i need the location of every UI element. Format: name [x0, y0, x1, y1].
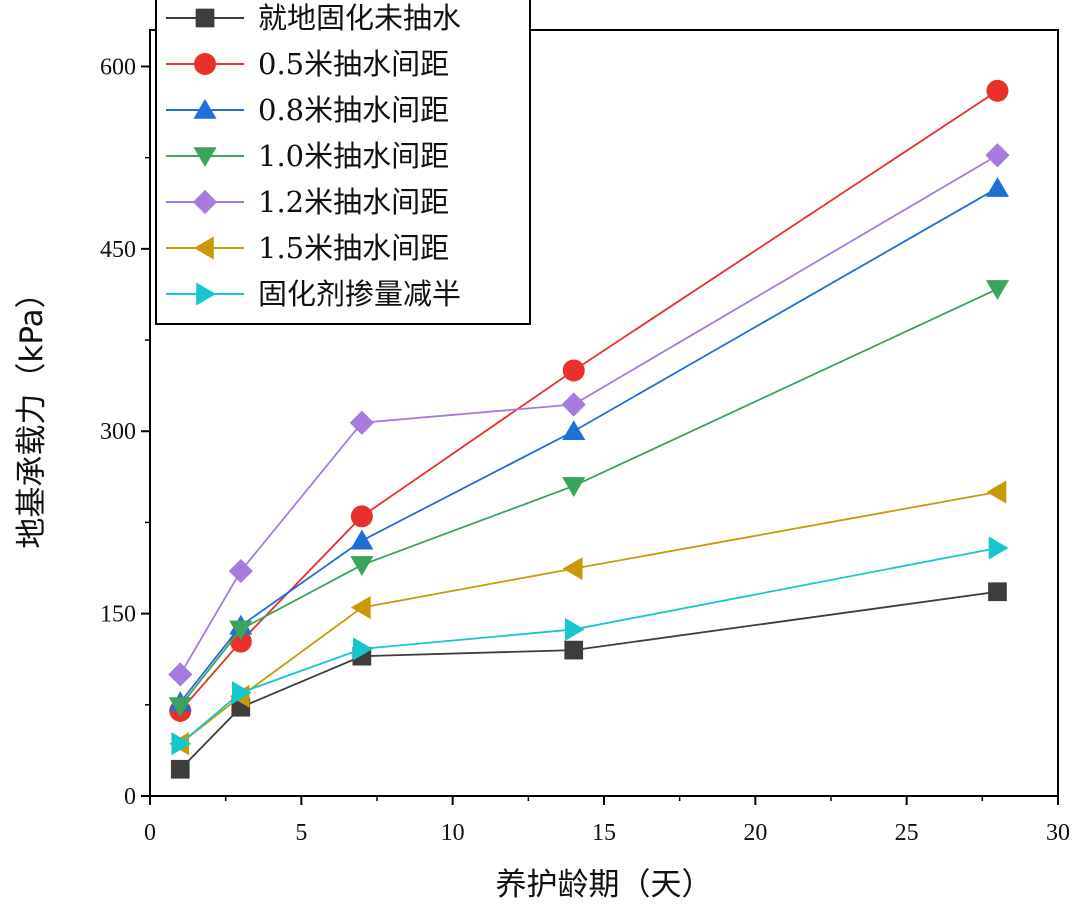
legend-label: 1.0米抽水间距 [258, 139, 449, 173]
x-tick-label: 30 [1046, 820, 1070, 846]
legend-label: 1.5米抽水间距 [258, 231, 449, 265]
series-6 [169, 480, 1007, 756]
data-point [562, 557, 583, 581]
data-point [986, 480, 1007, 504]
y-tick-label: 600 [100, 54, 136, 80]
data-point [350, 556, 374, 576]
x-tick-label: 25 [895, 820, 919, 846]
data-point [168, 697, 192, 718]
legend: 就地固化未抽水 0.5米抽水间距 0.8米抽水间距 1.0米抽水间距 1.2米抽水间距 1… [155, 0, 531, 325]
legend-item: 0.5米抽水间距 [166, 47, 449, 81]
legend-label: 固化剂掺量减半 [258, 277, 461, 311]
data-point [350, 505, 373, 528]
y-tick-label: 150 [100, 602, 136, 628]
legend-marker [193, 99, 217, 119]
series-line [179, 288, 998, 707]
data-point [171, 732, 192, 756]
legend-marker [194, 236, 214, 260]
legend-marker [196, 282, 216, 306]
data-point [988, 536, 1009, 560]
data-point [985, 143, 1010, 168]
series-layer [168, 79, 1010, 779]
series-line [179, 590, 998, 770]
data-point [564, 617, 585, 641]
data-point [562, 359, 585, 382]
data-point [350, 595, 371, 620]
y-axis-title: 地基承载力（kPa） [14, 277, 50, 548]
data-point [350, 529, 374, 550]
legend-item: 1.5米抽水间距 [166, 231, 449, 265]
data-point [168, 662, 193, 687]
series-1 [170, 582, 1007, 779]
data-point [986, 79, 1009, 102]
series-2 [169, 79, 1009, 722]
x-tick-label: 10 [441, 820, 465, 846]
legend-label: 就地固化未抽水 [258, 1, 461, 35]
data-point [170, 759, 190, 779]
x-tick-label: 15 [592, 820, 616, 846]
legend-label: 0.8米抽水间距 [258, 93, 449, 127]
y-tick-label: 450 [100, 237, 136, 263]
data-point [985, 177, 1010, 197]
y-tick-label: 300 [100, 419, 136, 445]
data-point [562, 420, 586, 441]
data-point [229, 620, 253, 641]
data-point [228, 558, 253, 584]
data-point [349, 410, 374, 435]
legend-marker [195, 8, 215, 28]
x-tick-label: 0 [144, 820, 156, 846]
data-point [564, 640, 584, 660]
x-tick-label: 20 [743, 820, 767, 846]
series-4 [168, 280, 1010, 718]
legend-marker [193, 147, 217, 167]
legend-marker [192, 189, 218, 215]
legend-label: 1.2米抽水间距 [258, 185, 449, 219]
x-axis-title: 养护龄期（天） [496, 867, 713, 903]
series-5 [168, 143, 1010, 687]
data-point [232, 681, 252, 705]
legend-marker [194, 53, 216, 75]
data-point [561, 392, 586, 417]
legend-item: 就地固化未抽水 [166, 1, 461, 35]
legend-item: 0.8米抽水间距 [166, 93, 449, 127]
x-tick-label: 5 [295, 820, 307, 846]
legend-label: 0.5米抽水间距 [258, 47, 449, 81]
series-7 [171, 536, 1009, 756]
legend-item: 固化剂掺量减半 [166, 277, 461, 311]
data-point [988, 582, 1007, 602]
data-point [562, 477, 586, 497]
data-point [985, 280, 1010, 300]
y-tick-label: 0 [124, 784, 136, 810]
legend-box [155, 0, 531, 325]
data-point [353, 637, 373, 661]
legend-item: 1.2米抽水间距 [166, 185, 449, 219]
series-line [179, 491, 998, 745]
legend-item: 1.0米抽水间距 [166, 139, 449, 173]
